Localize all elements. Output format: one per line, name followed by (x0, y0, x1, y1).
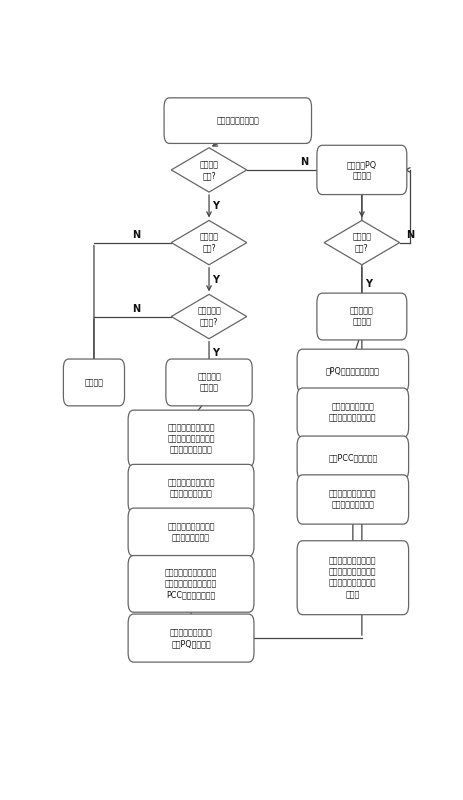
Text: 比较锁相计算角度指针
和孤网运行正弦指针: 比较锁相计算角度指针 和孤网运行正弦指针 (167, 478, 214, 498)
Text: 锁相计算角度指针矫正
孤网运行正弦指针: 锁相计算角度指针矫正 孤网运行正弦指针 (167, 522, 214, 542)
FancyBboxPatch shape (296, 541, 408, 614)
FancyBboxPatch shape (296, 436, 408, 479)
Text: 检测电网是
否正常?: 检测电网是 否正常? (197, 306, 220, 326)
Polygon shape (171, 221, 246, 265)
Text: Y: Y (212, 202, 219, 211)
Text: Y: Y (212, 274, 219, 285)
FancyBboxPatch shape (316, 146, 406, 194)
Text: N: N (300, 157, 308, 167)
FancyBboxPatch shape (164, 98, 311, 143)
Text: 执行孤网转
并网程序: 执行孤网转 并网程序 (197, 372, 220, 393)
Text: 孤网切换并网完成，
运行PQ解耦程序: 孤网切换并网完成， 运行PQ解耦程序 (169, 628, 212, 648)
FancyBboxPatch shape (166, 359, 252, 406)
Text: 稳定控制器启动完成: 稳定控制器启动完成 (216, 116, 259, 125)
Polygon shape (324, 221, 399, 265)
Text: N: N (405, 230, 413, 240)
FancyBboxPatch shape (128, 555, 253, 612)
FancyBboxPatch shape (63, 359, 124, 406)
Text: Y: Y (212, 349, 219, 358)
FancyBboxPatch shape (128, 464, 253, 513)
Text: 孤网运行下，更新正弦
表指针，同时更新锁相
程序计算的角度指针: 孤网运行下，更新正弦 表指针，同时更新锁相 程序计算的角度指针 (167, 423, 214, 454)
FancyBboxPatch shape (316, 293, 406, 340)
FancyBboxPatch shape (128, 410, 253, 467)
FancyBboxPatch shape (296, 388, 408, 438)
FancyBboxPatch shape (296, 349, 408, 392)
Polygon shape (171, 148, 246, 192)
Text: 执行并网转
孤网程序: 执行并网转 孤网程序 (349, 306, 373, 326)
Polygon shape (171, 294, 246, 338)
Text: 孤网运行: 孤网运行 (84, 378, 103, 387)
Text: 将PQ解耦控制指令置零: 将PQ解耦控制指令置零 (325, 366, 379, 375)
Text: 正弦表按照指定步长移
动指针，生成调制波: 正弦表按照指定步长移 动指针，生成调制波 (328, 490, 376, 510)
FancyBboxPatch shape (128, 614, 253, 662)
Text: 并网切换孤网完成，运
行孤网程序，同时将此
指针去更新锁相计算角
度指针: 并网切换孤网完成，运 行孤网程序，同时将此 指针去更新锁相计算角 度指针 (328, 557, 376, 599)
Text: 是否孤网
运行?: 是否孤网 运行? (199, 160, 218, 180)
Text: 执行并网PQ
解耦程序: 执行并网PQ 解耦程序 (346, 160, 376, 180)
Text: 断开PCC点快速开关: 断开PCC点快速开关 (327, 453, 377, 462)
FancyBboxPatch shape (296, 475, 408, 524)
Text: 正弦表按照当前值，
根据一定步长移动指针: 正弦表按照当前值， 根据一定步长移动指针 (328, 402, 376, 422)
Text: Y: Y (364, 278, 371, 289)
Text: 是否需要
并网?: 是否需要 并网? (199, 233, 218, 253)
FancyBboxPatch shape (128, 508, 253, 556)
Text: 是否需要
孤网?: 是否需要 孤网? (351, 233, 370, 253)
Text: N: N (132, 303, 140, 314)
Text: N: N (132, 230, 140, 240)
Text: 锁相计算角度指针等于孤
网运行正弦指针时，控制
PCC点快速开关闭合: 锁相计算角度指针等于孤 网运行正弦指针时，控制 PCC点快速开关闭合 (164, 568, 217, 599)
